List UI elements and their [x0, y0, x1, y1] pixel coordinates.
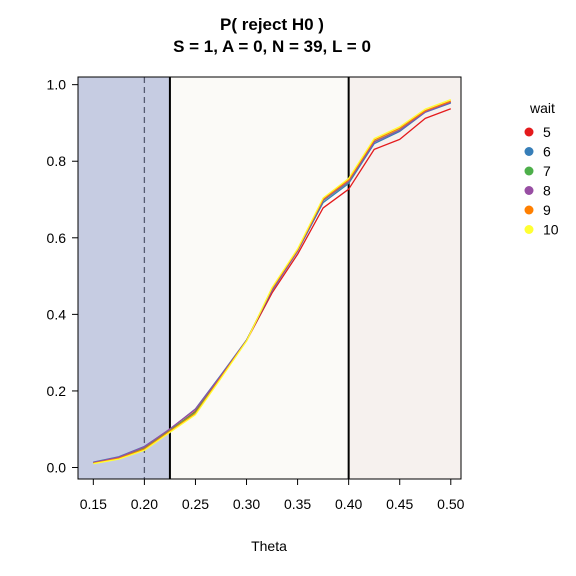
- legend-title: wait: [529, 100, 555, 116]
- legend-marker-10: [524, 225, 534, 234]
- region-2: [348, 77, 461, 479]
- series-line-10: [93, 98, 452, 465]
- y-tick-label: 0.6: [47, 230, 67, 246]
- legend-marker-7: [524, 166, 534, 176]
- regions-layer: [78, 77, 461, 479]
- region-1: [169, 77, 349, 479]
- legend-marker-5: [524, 127, 534, 137]
- y-axis: 0.0 0.2 0.4 0.6 0.8 1.0: [47, 77, 78, 476]
- chart-title: P( reject H0 ): [220, 15, 324, 34]
- x-tick-label: 0.25: [182, 496, 209, 512]
- x-tick-label: 0.45: [386, 496, 413, 512]
- x-axis-label: Theta: [251, 538, 287, 554]
- x-tick-label: 0.35: [284, 496, 311, 512]
- legend-label-9: 9: [543, 202, 551, 218]
- vlines-layer: [143, 77, 350, 479]
- y-tick-label: 1.0: [47, 77, 67, 93]
- y-tick-label: 0.8: [47, 153, 67, 169]
- plot-frame: [77, 76, 462, 480]
- y-tick-label: 0.0: [47, 460, 67, 476]
- y-tick-label: 0.2: [47, 383, 67, 399]
- series-layer: [93, 98, 452, 465]
- legend-label-5: 5: [543, 124, 551, 140]
- legend-label-8: 8: [543, 183, 551, 199]
- x-tick-label: 0.20: [131, 496, 158, 512]
- legend-label-7: 7: [543, 163, 551, 179]
- x-tick-label: 0.15: [80, 496, 107, 512]
- y-tick-label: 0.4: [47, 306, 67, 322]
- x-tick-label: 0.40: [335, 496, 362, 512]
- legend-marker-9: [524, 205, 534, 215]
- x-axis: 0.15 0.20 0.25 0.30 0.35 0.40 0.45 0.50: [80, 479, 465, 512]
- x-tick-label: 0.50: [437, 496, 464, 512]
- region-0: [78, 77, 170, 479]
- legend-marker-8: [524, 186, 534, 195]
- series-line-8: [93, 101, 452, 464]
- legend-label-6: 6: [543, 144, 551, 160]
- legend: wait 5 6 7 8 9 10: [524, 100, 559, 238]
- chart-subtitle: S = 1, A = 0, N = 39, L = 0: [173, 37, 371, 56]
- legend-label-10: 10: [543, 222, 559, 238]
- legend-marker-6: [524, 147, 534, 156]
- x-tick-label: 0.30: [233, 496, 260, 512]
